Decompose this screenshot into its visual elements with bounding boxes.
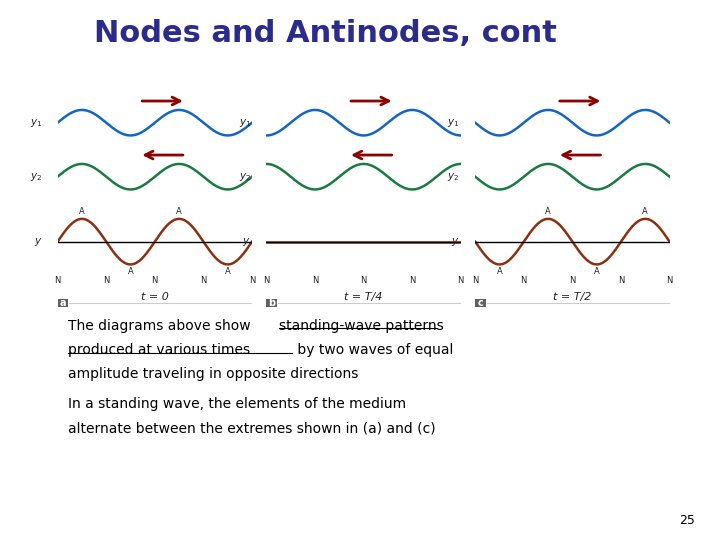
Text: standing-wave patterns: standing-wave patterns	[279, 319, 444, 333]
Text: N: N	[361, 276, 366, 285]
Text: The diagrams above show: The diagrams above show	[68, 319, 256, 333]
Text: N: N	[55, 276, 60, 285]
Text: $y_1$: $y_1$	[30, 117, 42, 129]
Text: N: N	[458, 276, 464, 285]
Text: A: A	[594, 267, 600, 276]
Text: A: A	[225, 267, 230, 276]
Text: N: N	[521, 276, 527, 285]
Text: N: N	[667, 276, 672, 285]
Text: N: N	[409, 276, 415, 285]
Text: $y_1$: $y_1$	[447, 117, 460, 129]
Text: N: N	[200, 276, 207, 285]
Text: N: N	[103, 276, 109, 285]
Text: A: A	[642, 207, 648, 216]
Text: A: A	[127, 267, 133, 276]
Text: $y$: $y$	[34, 235, 42, 248]
Text: In a standing wave, the elements of the medium: In a standing wave, the elements of the …	[68, 397, 407, 411]
Text: $y_2$: $y_2$	[30, 171, 42, 183]
Text: A: A	[79, 207, 85, 216]
Text: alternate between the extremes shown in (a) and (c): alternate between the extremes shown in …	[68, 421, 436, 435]
Text: N: N	[249, 276, 255, 285]
Text: $y$: $y$	[451, 235, 460, 248]
Text: N: N	[152, 276, 158, 285]
Text: c: c	[478, 298, 484, 308]
Text: N: N	[618, 276, 624, 285]
Text: $y_1$: $y_1$	[238, 117, 251, 129]
Text: N: N	[264, 276, 269, 285]
Text: b: b	[269, 298, 276, 308]
Text: amplitude traveling in opposite directions: amplitude traveling in opposite directio…	[68, 367, 359, 381]
Text: t = T/4: t = T/4	[344, 292, 383, 302]
Text: t = 0: t = 0	[141, 292, 168, 302]
Text: A: A	[497, 267, 503, 276]
Text: $y_2$: $y_2$	[448, 171, 460, 183]
Text: produced at various times: produced at various times	[68, 343, 251, 357]
Bar	[266, 299, 277, 307]
Text: t = T/2: t = T/2	[553, 292, 592, 302]
Text: N: N	[570, 276, 575, 285]
Text: N: N	[472, 276, 478, 285]
Text: A: A	[176, 207, 182, 216]
Text: a: a	[60, 298, 66, 308]
Text: N: N	[312, 276, 318, 285]
Text: 25: 25	[679, 514, 695, 526]
Text: by two waves of equal: by two waves of equal	[293, 343, 454, 357]
Bar	[58, 299, 68, 307]
Text: $y_2$: $y_2$	[239, 171, 251, 183]
Text: $y$: $y$	[243, 235, 251, 248]
Text: Nodes and Antinodes, cont: Nodes and Antinodes, cont	[94, 19, 557, 48]
Text: A: A	[545, 207, 551, 216]
Bar	[475, 299, 486, 307]
